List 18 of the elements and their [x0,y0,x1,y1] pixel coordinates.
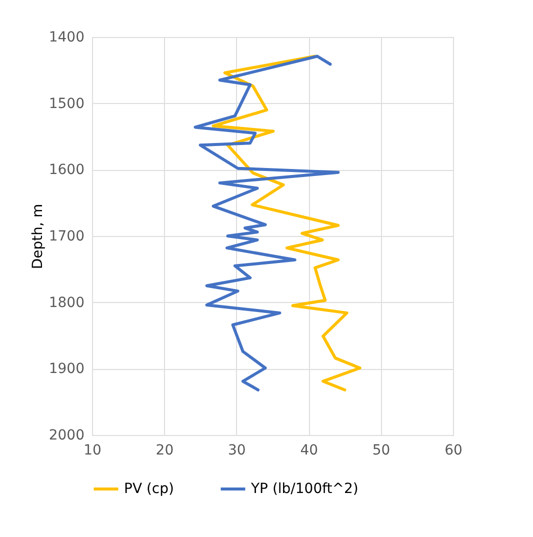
y-tick-label: 2000 [48,428,84,444]
y-tick-label: 1400 [48,30,84,46]
line-series [212,54,362,392]
y-tick-label: 1500 [48,96,84,112]
legend-label: YP (lb/100ft^2) [250,481,358,497]
line-series [194,54,340,392]
x-tick-label: 40 [300,442,318,458]
legend-label: PV (cp) [124,481,174,497]
y-tick-label: 1800 [48,294,84,311]
y-tick-label: 1600 [48,162,84,178]
y-tick-label: 1700 [48,228,84,244]
x-tick-label: 20 [156,442,174,458]
x-tick-label: 30 [228,442,246,458]
x-tick-label: 50 [372,442,390,458]
x-tick-label: 10 [84,442,102,458]
y-tick-label: 1900 [48,361,84,378]
y-axis-title: Depth, m [30,204,46,270]
x-tick-label: 60 [444,442,462,458]
